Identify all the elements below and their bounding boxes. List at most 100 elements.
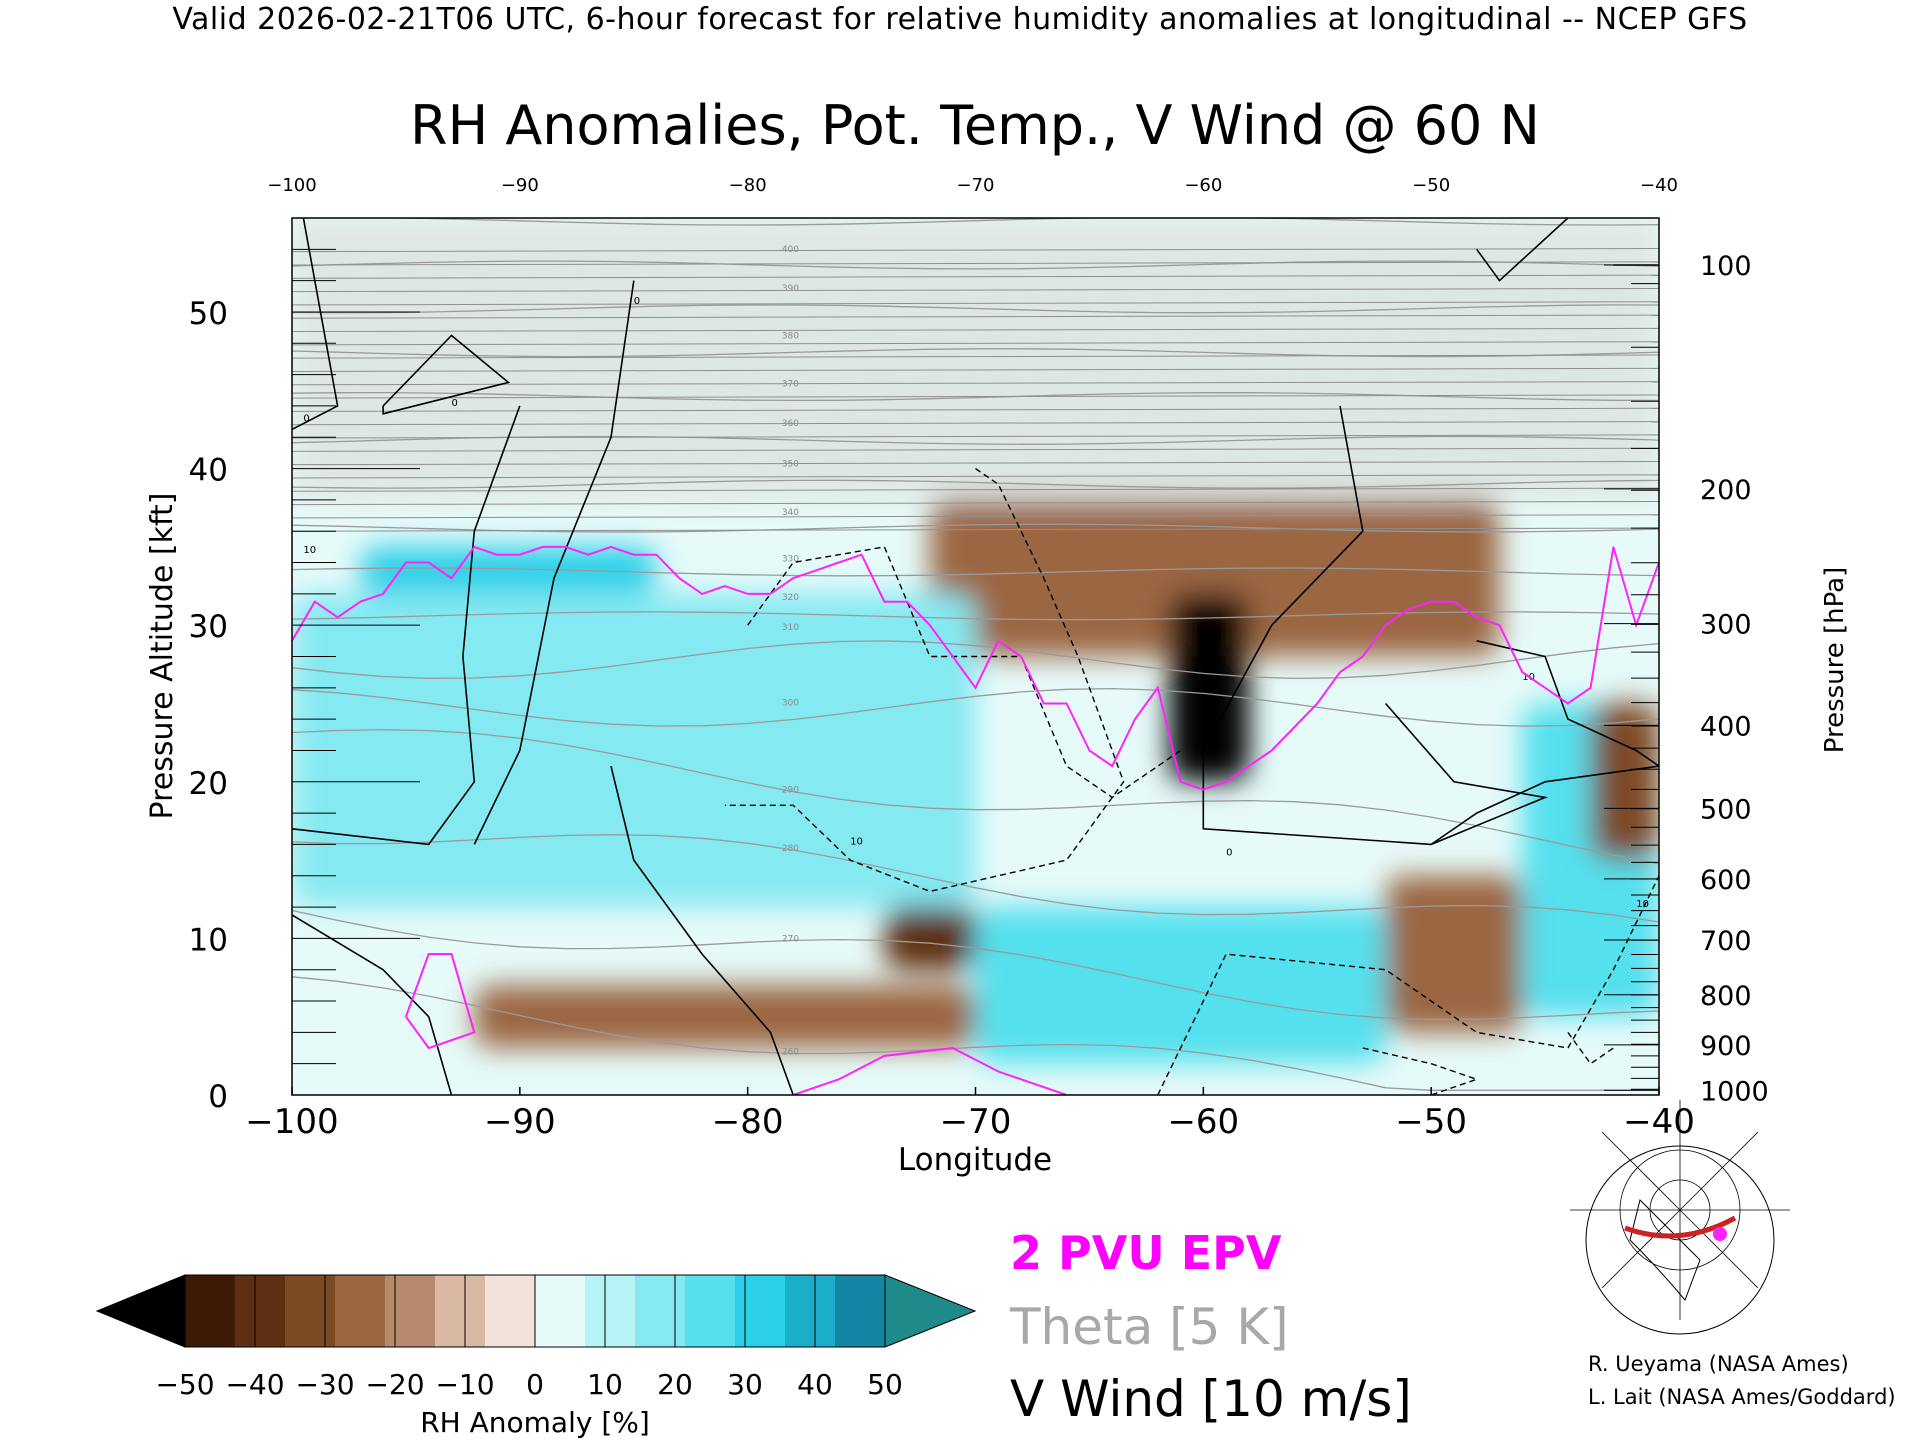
theta-contour xyxy=(292,729,1659,865)
inset-location-dot xyxy=(1713,1227,1727,1241)
theta-label: 340 xyxy=(782,508,799,518)
vwind-contour-zero xyxy=(292,914,453,1095)
chart-title: RH Anomalies, Pot. Temp., V Wind @ 60 N xyxy=(410,94,1540,157)
header-title: Valid 2026-02-21T06 UTC, 6-hour forecast… xyxy=(172,2,1748,37)
legend-vwind: V Wind [10 m/s] xyxy=(1010,1370,1412,1428)
pressure-tick-label: 500 xyxy=(1700,794,1752,825)
theta-contour xyxy=(292,341,1659,346)
rh-region xyxy=(360,546,657,594)
theta-contour xyxy=(292,461,1659,466)
vwind-contour-neg xyxy=(1362,1047,1479,1095)
theta-label: 320 xyxy=(782,593,799,603)
x-top-tick-label: −40 xyxy=(1640,175,1678,196)
legend-epv: 2 PVU EPV xyxy=(1010,1226,1282,1280)
y-tick-label: 50 xyxy=(189,296,228,332)
theta-label: 330 xyxy=(782,554,799,564)
epv-line xyxy=(292,545,1659,1095)
y-tick-label: 0 xyxy=(208,1079,228,1115)
colorbar-bin xyxy=(585,1275,636,1347)
theta-label: 290 xyxy=(782,786,799,796)
x-top-tick-label: −100 xyxy=(267,175,316,196)
theta-contour xyxy=(292,248,1659,253)
vwind-contour-zero xyxy=(473,280,635,845)
colorbar-bin xyxy=(535,1275,586,1347)
rh-region xyxy=(292,593,976,908)
theta-contour xyxy=(292,367,1659,372)
x-tick-label: −50 xyxy=(1395,1102,1467,1142)
theta-label: 370 xyxy=(782,379,799,389)
theta-contour xyxy=(292,381,1659,386)
rh-region xyxy=(1169,593,1249,782)
rh-region xyxy=(474,985,976,1049)
colorbar-bin xyxy=(385,1275,436,1347)
vwind-label: 0 xyxy=(634,296,640,307)
theta-label: 270 xyxy=(782,934,799,944)
colorbar-tick-label: 10 xyxy=(587,1368,623,1401)
theta-contour xyxy=(292,261,1659,266)
colorbar: −50 −40 −30 −20 −10 0 10 20 30 40 50 RH Anomaly [%] xyxy=(95,1274,977,1439)
colorbar-bin xyxy=(285,1275,336,1347)
theta-contour xyxy=(292,611,1659,621)
inset-map xyxy=(1570,1100,1790,1335)
theta-label: 400 xyxy=(782,245,799,255)
epv-2pvu-line xyxy=(404,953,476,1050)
theta-contour xyxy=(292,434,1659,439)
theta-label: 390 xyxy=(782,284,799,294)
theta-contour xyxy=(292,407,1659,412)
colorbar-tick-label: −30 xyxy=(295,1368,354,1401)
colorbar-bin xyxy=(685,1275,736,1347)
pressure-tick-label: 200 xyxy=(1700,475,1752,506)
vwind-label: 0 xyxy=(303,414,309,425)
theta-label: 280 xyxy=(782,844,799,854)
colorbar-bin xyxy=(635,1275,686,1347)
x-tick-label: −60 xyxy=(1167,1102,1239,1142)
pressure-tick-label: 1000 xyxy=(1700,1076,1769,1107)
colorbar-over xyxy=(884,1274,977,1348)
rh-region xyxy=(1385,875,1523,1033)
theta-contour xyxy=(292,474,1659,479)
colorbar-tick-label: 20 xyxy=(657,1368,693,1401)
colorbar-tick-label: 40 xyxy=(797,1368,833,1401)
rh-region xyxy=(292,218,1659,500)
colorbar-tick-label: −10 xyxy=(435,1368,494,1401)
theta-contour xyxy=(292,304,1659,314)
colorbar-tick-label: 0 xyxy=(526,1368,544,1401)
vwind-label: 10 xyxy=(1636,899,1649,910)
theta-contour xyxy=(292,354,1659,359)
rh-region xyxy=(975,907,1386,1064)
colorbar-label: RH Anomaly [%] xyxy=(420,1406,650,1439)
axes: RH Anomalies, Pot. Temp., V Wind @ 60 N −… xyxy=(145,94,1850,1178)
colorbar-bin xyxy=(435,1275,486,1347)
vwind-label: 0 xyxy=(1226,847,1232,858)
theta-label: 260 xyxy=(782,1047,799,1057)
colorbar-tick-label: 50 xyxy=(867,1368,903,1401)
epv-2pvu-line xyxy=(792,1046,1067,1095)
colorbar-bin xyxy=(835,1275,886,1347)
pressure-tick-label: 600 xyxy=(1700,865,1752,896)
x-top-tick-label: −70 xyxy=(957,175,995,196)
theta-contour xyxy=(292,687,1659,727)
x-top-tick-label: −90 xyxy=(501,175,539,196)
x-tick-label: −40 xyxy=(1623,1102,1695,1142)
inset-meridian xyxy=(1679,1209,1759,1289)
theta-contour xyxy=(292,327,1659,333)
theta-contour xyxy=(292,314,1659,319)
theta-contour xyxy=(292,479,1659,489)
theta-contour xyxy=(292,487,1659,492)
theta-contour xyxy=(292,514,1659,519)
inset-meridian xyxy=(1601,1209,1681,1289)
theta-contour xyxy=(292,391,1659,402)
colorbar-bin xyxy=(235,1275,286,1347)
vwind-contour-neg xyxy=(747,546,1181,799)
rh-region xyxy=(929,499,1500,657)
theta-contour xyxy=(292,287,1659,293)
pressure-tick-label: 800 xyxy=(1700,981,1752,1012)
pressure-tick-label: 400 xyxy=(1700,711,1752,742)
credit-line: R. Ueyama (NASA Ames) xyxy=(1588,1352,1849,1376)
inset-coastline xyxy=(1629,1199,1701,1301)
theta-contour xyxy=(292,447,1659,452)
y-tick-label: 30 xyxy=(189,609,228,645)
y-tick-label: 20 xyxy=(189,766,228,802)
theta-contour xyxy=(343,218,1659,226)
